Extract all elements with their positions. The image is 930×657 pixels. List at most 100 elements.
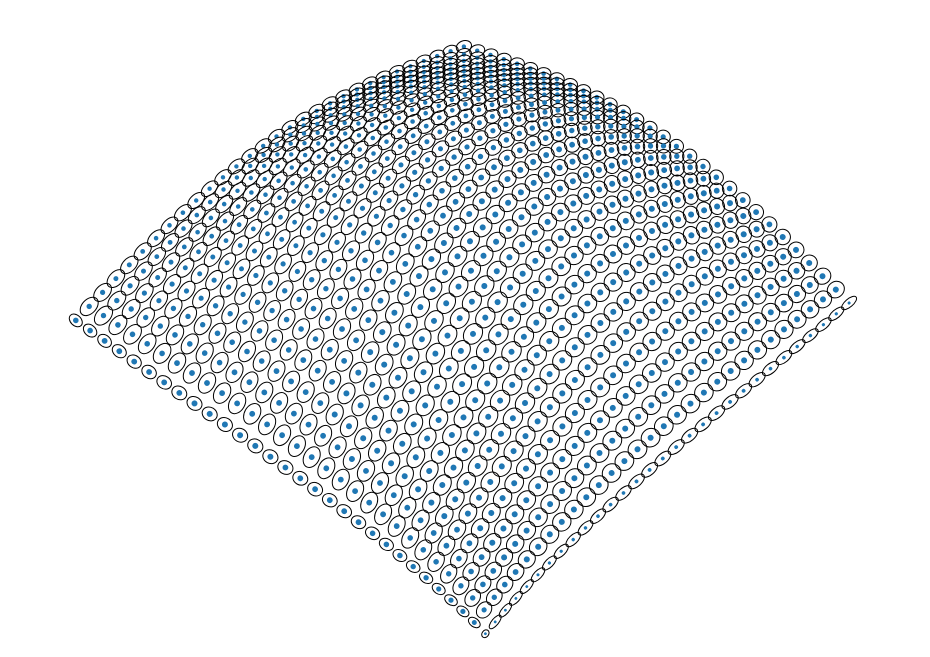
glyph-center-dot xyxy=(370,135,376,141)
glyph-center-dot xyxy=(499,495,506,502)
glyph-center-dot xyxy=(476,107,482,113)
ellipse-glyph xyxy=(423,278,443,300)
glyph-center-dot xyxy=(701,273,708,280)
glyph-center-dot xyxy=(395,96,401,102)
glyph-ellipse xyxy=(656,195,674,213)
ellipse-glyph xyxy=(541,555,557,571)
glyph-ellipse xyxy=(380,215,400,236)
glyph-ellipse xyxy=(353,198,372,219)
glyph-ellipse xyxy=(456,80,473,94)
ellipse-glyph xyxy=(511,142,529,159)
glyph-ellipse xyxy=(524,173,543,192)
glyph-ellipse xyxy=(121,298,141,320)
ellipse-glyph xyxy=(443,456,464,479)
glyph-center-dot xyxy=(498,430,504,437)
ellipse-glyph xyxy=(93,305,114,326)
glyph-center-dot xyxy=(407,535,414,541)
glyph-ellipse xyxy=(371,290,390,312)
glyph-ellipse xyxy=(519,579,534,595)
glyph-ellipse xyxy=(447,519,467,541)
ellipse-glyph xyxy=(564,136,581,153)
glyph-ellipse xyxy=(221,303,240,325)
glyph-center-dot xyxy=(384,139,389,144)
glyph-center-dot xyxy=(543,152,550,158)
glyph-center-dot xyxy=(519,270,526,277)
ellipse-glyph xyxy=(461,290,482,313)
ellipse-glyph xyxy=(519,579,534,595)
ellipse-glyph xyxy=(356,460,376,482)
ellipse-glyph xyxy=(484,561,503,581)
ellipse-glyph xyxy=(590,253,610,273)
glyph-center-dot xyxy=(326,346,333,353)
glyph-center-dot xyxy=(647,143,654,149)
ellipse-glyph xyxy=(232,427,249,443)
ellipse-glyph xyxy=(589,443,610,463)
ellipse-glyph xyxy=(335,106,353,122)
glyph-center-dot xyxy=(126,262,132,268)
glyph-center-dot xyxy=(523,465,529,472)
ellipse-glyph xyxy=(149,290,169,311)
glyph-center-dot xyxy=(673,143,680,149)
glyph-center-dot xyxy=(174,360,180,367)
ellipse-glyph xyxy=(416,87,433,101)
glyph-ellipse xyxy=(120,275,140,296)
glyph-ellipse xyxy=(484,561,503,581)
ellipse-glyph xyxy=(446,217,467,239)
ellipse-glyph xyxy=(111,344,127,359)
glyph-center-dot xyxy=(410,421,417,428)
glyph-center-dot xyxy=(635,156,641,163)
glyph-ellipse xyxy=(748,261,767,281)
glyph-ellipse xyxy=(616,211,635,231)
ellipse-glyph xyxy=(447,519,467,541)
glyph-ellipse xyxy=(470,92,487,107)
ellipse-glyph xyxy=(256,185,275,205)
ellipse-glyph xyxy=(338,170,357,191)
glyph-ellipse xyxy=(629,254,649,274)
glyph-ellipse xyxy=(450,340,471,362)
glyph-center-dot xyxy=(478,174,485,181)
ellipse-glyph xyxy=(409,265,429,287)
ellipse-glyph xyxy=(173,204,192,222)
glyph-center-dot xyxy=(369,103,374,109)
ellipse-glyph xyxy=(512,234,533,255)
ellipse-glyph xyxy=(485,588,503,607)
glyph-ellipse xyxy=(367,206,386,227)
glyph-center-dot xyxy=(634,143,641,150)
glyph-center-dot xyxy=(609,180,616,187)
ellipse-glyph xyxy=(440,564,458,584)
ellipse-glyph xyxy=(603,218,622,238)
ellipse-glyph xyxy=(68,313,83,328)
ellipse-glyph xyxy=(206,295,225,317)
glyph-center-dot xyxy=(335,266,342,273)
ellipse-glyph xyxy=(466,422,487,445)
glyph-center-dot xyxy=(740,231,747,238)
ellipse-glyph xyxy=(707,405,726,421)
ellipse-glyph xyxy=(136,307,155,328)
glyph-center-dot xyxy=(326,497,333,504)
ellipse-glyph xyxy=(498,193,518,213)
ellipse-glyph xyxy=(431,123,449,140)
glyph-ellipse xyxy=(656,177,673,195)
ellipse-glyph xyxy=(337,153,356,172)
ellipse-glyph xyxy=(502,407,524,429)
glyph-center-dot xyxy=(533,319,540,326)
ellipse-glyph xyxy=(775,350,793,366)
glyph-center-dot xyxy=(400,206,406,213)
ellipse-glyph xyxy=(656,177,673,195)
ellipse-glyph xyxy=(601,463,622,483)
ellipse-glyph xyxy=(734,350,754,371)
glyph-ellipse xyxy=(247,265,265,286)
glyph-center-dot xyxy=(529,140,536,147)
glyph-ellipse xyxy=(283,173,302,193)
ellipse-glyph xyxy=(668,373,688,393)
glyph-ellipse xyxy=(235,311,254,333)
glyph-ellipse xyxy=(577,133,594,150)
glyph-center-dot xyxy=(517,189,524,196)
ellipse-glyph xyxy=(460,260,482,282)
glyph-ellipse xyxy=(682,159,698,176)
glyph-ellipse xyxy=(501,374,523,396)
glyph-center-dot xyxy=(512,540,519,547)
ellipse-glyph xyxy=(395,253,415,275)
glyph-center-dot xyxy=(219,390,226,397)
